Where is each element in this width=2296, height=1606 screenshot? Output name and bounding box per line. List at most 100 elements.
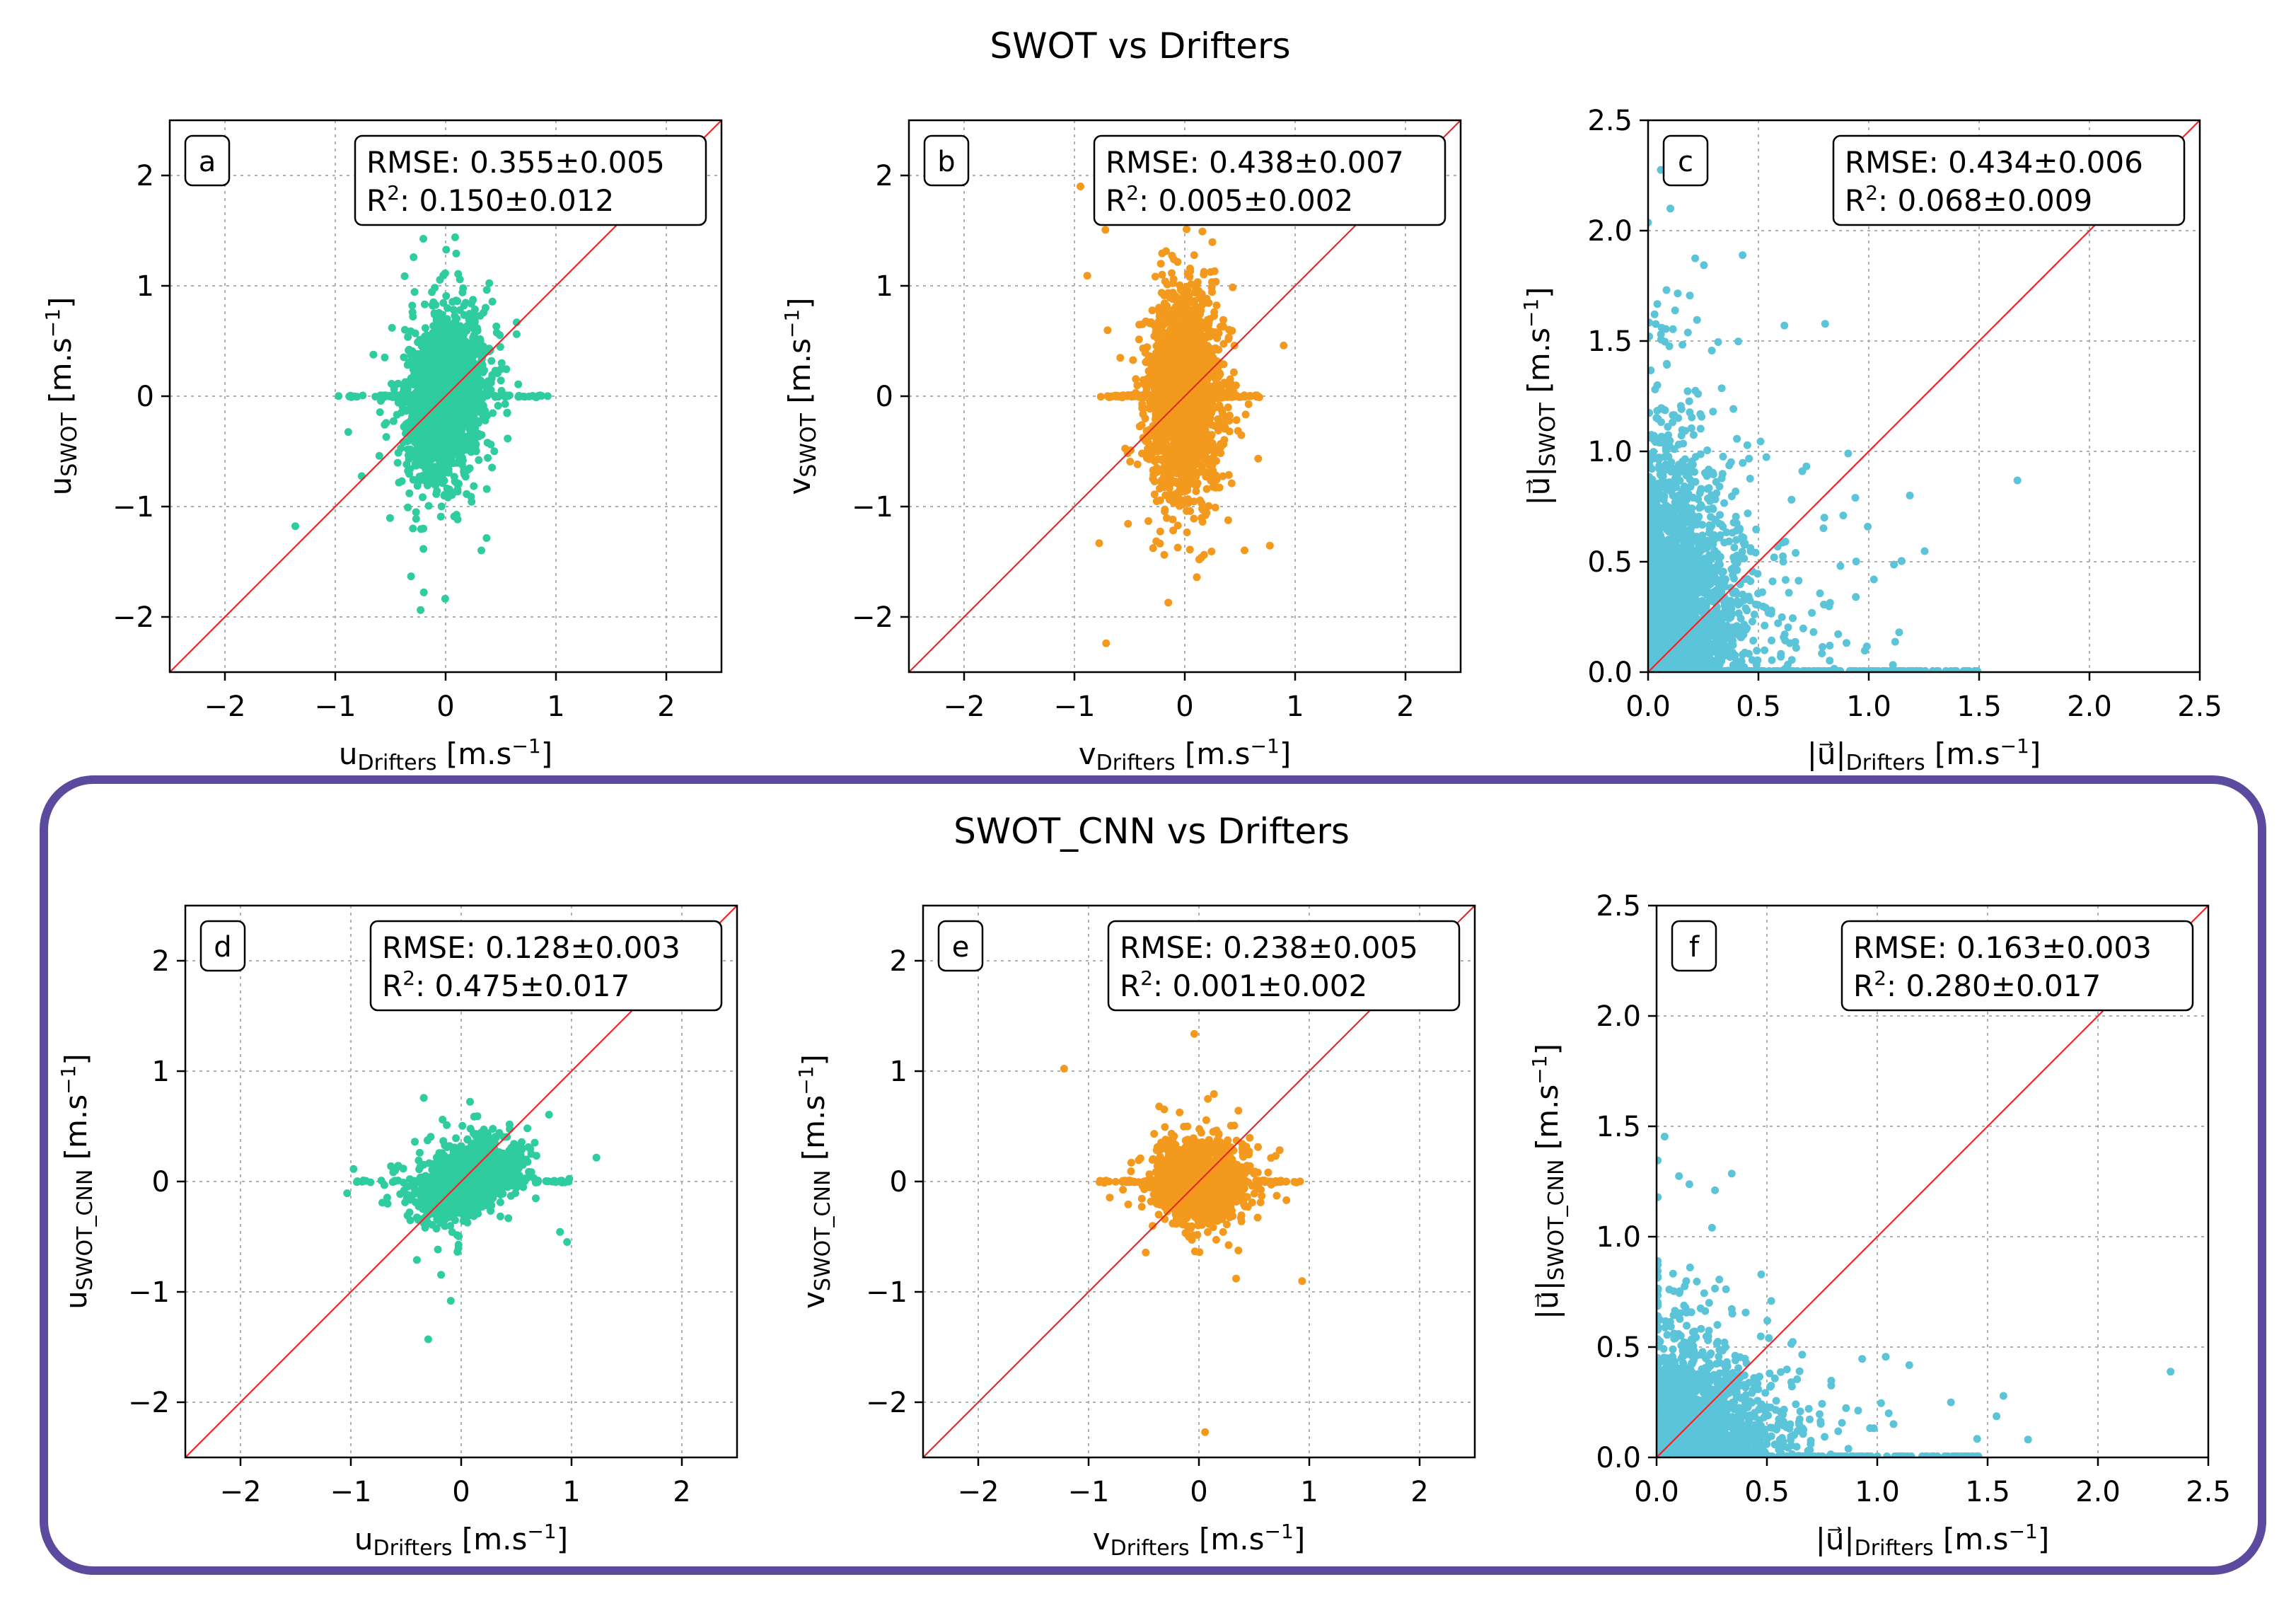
data-point	[1653, 300, 1662, 308]
data-point	[419, 347, 427, 356]
data-point	[1101, 226, 1110, 234]
data-point	[477, 546, 485, 555]
data-point	[1163, 354, 1171, 362]
data-point	[1219, 316, 1227, 324]
data-point	[1768, 636, 1775, 645]
data-point	[1171, 478, 1179, 485]
data-point	[532, 393, 540, 401]
data-point	[1210, 449, 1219, 458]
data-point	[1193, 278, 1202, 287]
y-tick-label: 0	[876, 381, 893, 413]
panel-label: b	[937, 146, 955, 178]
data-point	[480, 411, 488, 420]
data-point	[477, 392, 485, 400]
data-point	[1154, 435, 1163, 444]
data-point	[1232, 416, 1241, 424]
data-point	[1228, 327, 1236, 335]
data-point	[1178, 293, 1187, 301]
x-tick-label: −2	[204, 691, 246, 723]
data-point	[422, 373, 431, 381]
data-point	[436, 416, 445, 424]
data-point	[1732, 512, 1740, 521]
data-point	[1190, 359, 1199, 368]
data-point	[1157, 289, 1166, 297]
data-point	[1808, 608, 1816, 617]
data-point	[1280, 341, 1288, 349]
data-point	[450, 459, 458, 467]
data-point	[1200, 324, 1208, 332]
data-point	[1155, 312, 1164, 320]
data-point	[442, 345, 451, 352]
data-point	[1149, 422, 1157, 430]
data-point	[452, 249, 460, 258]
data-point	[514, 380, 523, 388]
data-point	[488, 463, 497, 472]
data-point	[1185, 441, 1194, 449]
data-point	[468, 497, 476, 506]
data-point	[410, 253, 418, 261]
data-point	[460, 470, 468, 479]
data-point	[1217, 449, 1225, 457]
data-point	[369, 350, 378, 359]
data-point	[487, 379, 495, 387]
data-point	[376, 408, 384, 417]
data-point	[1714, 338, 1722, 346]
data-point	[1178, 413, 1186, 422]
x-tick-label: 1	[547, 691, 564, 723]
data-point	[1132, 375, 1140, 383]
data-point	[414, 393, 423, 401]
data-point	[441, 594, 449, 603]
data-point	[1154, 455, 1162, 463]
data-point	[482, 286, 491, 294]
data-point	[1162, 444, 1171, 453]
data-point	[440, 492, 448, 499]
data-point	[1686, 408, 1694, 417]
data-point	[442, 245, 451, 254]
data-point	[453, 515, 462, 524]
x-tick-label: 2	[1396, 691, 1414, 723]
stats-box	[354, 134, 707, 226]
data-point	[1820, 514, 1828, 522]
data-point	[1162, 369, 1171, 377]
data-point	[416, 374, 424, 383]
data-point	[431, 339, 439, 347]
data-point	[1234, 427, 1242, 435]
data-point	[1183, 392, 1190, 400]
data-point	[1168, 269, 1176, 277]
data-point	[388, 323, 396, 332]
data-point	[1095, 539, 1103, 548]
data-point	[1180, 321, 1188, 330]
data-point	[1709, 470, 1717, 479]
data-point	[455, 393, 463, 401]
stats-r2: R2: 0.150±0.012	[366, 181, 614, 218]
data-point	[1144, 393, 1152, 401]
data-point	[446, 369, 454, 378]
data-point	[1149, 475, 1157, 483]
data-point	[1213, 392, 1222, 400]
data-point	[1210, 308, 1219, 316]
data-point	[1190, 304, 1199, 313]
data-point	[1648, 219, 1652, 227]
data-point	[1107, 392, 1115, 400]
data-point	[1169, 393, 1178, 401]
stats-r2: R2: 0.005±0.002	[1106, 181, 1353, 218]
data-point	[421, 300, 429, 308]
data-point	[482, 534, 491, 542]
data-point	[440, 320, 448, 328]
data-point	[382, 433, 390, 441]
data-point	[512, 330, 521, 338]
data-point	[1184, 499, 1193, 507]
data-point	[443, 408, 451, 417]
data-point	[1203, 430, 1212, 439]
data-point	[1703, 446, 1712, 454]
data-point	[453, 479, 461, 487]
data-point	[470, 403, 478, 412]
x-axis-label: vDrifters [m.s−1]	[1079, 734, 1291, 775]
data-point	[1208, 439, 1217, 447]
data-point	[1198, 499, 1206, 507]
data-point	[1227, 479, 1236, 487]
data-point	[442, 460, 451, 468]
data-point	[1139, 345, 1147, 352]
y-tick-label: 1	[876, 270, 893, 303]
data-point	[450, 417, 458, 425]
